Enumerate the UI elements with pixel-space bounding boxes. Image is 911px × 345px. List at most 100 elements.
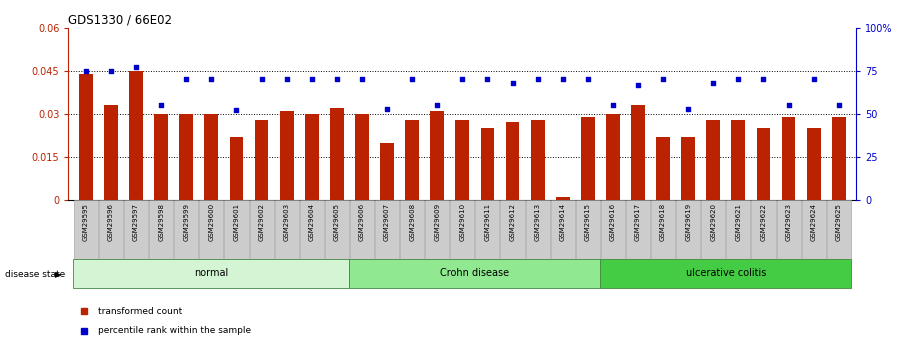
- Text: GSM29619: GSM29619: [685, 203, 691, 241]
- Point: [179, 77, 193, 82]
- Point: [280, 77, 294, 82]
- Point: [706, 80, 721, 86]
- Bar: [430, 111, 445, 200]
- FancyBboxPatch shape: [726, 200, 751, 259]
- Text: Crohn disease: Crohn disease: [440, 268, 509, 278]
- Point: [230, 108, 244, 113]
- Bar: [355, 114, 369, 200]
- FancyBboxPatch shape: [626, 200, 650, 259]
- Text: GSM29618: GSM29618: [660, 203, 666, 241]
- Point: [606, 102, 620, 108]
- Point: [154, 102, 169, 108]
- Bar: [104, 105, 118, 200]
- Bar: [756, 128, 771, 200]
- FancyBboxPatch shape: [476, 200, 499, 259]
- Bar: [581, 117, 595, 200]
- Text: GSM29609: GSM29609: [435, 203, 440, 241]
- Point: [832, 102, 846, 108]
- Text: transformed count: transformed count: [98, 307, 182, 316]
- Text: GSM29597: GSM29597: [133, 203, 139, 241]
- Text: GSM29615: GSM29615: [585, 203, 591, 241]
- Bar: [380, 142, 394, 200]
- Bar: [129, 71, 143, 200]
- Bar: [782, 117, 795, 200]
- Bar: [230, 137, 243, 200]
- Text: GSM29604: GSM29604: [309, 203, 315, 241]
- Text: GSM29611: GSM29611: [485, 203, 490, 241]
- FancyBboxPatch shape: [99, 200, 123, 259]
- Text: normal: normal: [194, 268, 229, 278]
- Point: [78, 68, 93, 73]
- Bar: [556, 197, 569, 200]
- FancyBboxPatch shape: [375, 200, 399, 259]
- Bar: [531, 120, 545, 200]
- Text: disease state: disease state: [5, 270, 65, 279]
- Text: GSM29614: GSM29614: [559, 203, 566, 241]
- Bar: [330, 108, 343, 200]
- Bar: [255, 120, 269, 200]
- Text: GSM29598: GSM29598: [159, 203, 164, 241]
- Point: [580, 77, 595, 82]
- Text: GSM29622: GSM29622: [761, 203, 766, 241]
- Text: GSM29613: GSM29613: [535, 203, 540, 241]
- Text: GSM29605: GSM29605: [333, 203, 340, 241]
- Point: [630, 82, 645, 87]
- Text: GSM29608: GSM29608: [409, 203, 415, 241]
- FancyBboxPatch shape: [450, 200, 475, 259]
- Text: ▶: ▶: [56, 270, 62, 279]
- Text: GSM29612: GSM29612: [509, 203, 516, 241]
- Point: [430, 102, 445, 108]
- FancyBboxPatch shape: [826, 200, 851, 259]
- Bar: [204, 114, 219, 200]
- Point: [732, 77, 746, 82]
- Text: GSM29606: GSM29606: [359, 203, 365, 241]
- Bar: [656, 137, 670, 200]
- Bar: [681, 137, 695, 200]
- Text: GSM29599: GSM29599: [183, 203, 189, 241]
- FancyBboxPatch shape: [550, 200, 575, 259]
- Point: [304, 77, 319, 82]
- Bar: [480, 128, 495, 200]
- FancyBboxPatch shape: [300, 200, 323, 259]
- FancyBboxPatch shape: [526, 200, 549, 259]
- FancyBboxPatch shape: [224, 200, 249, 259]
- Text: GSM29623: GSM29623: [785, 203, 792, 241]
- Text: GSM29596: GSM29596: [108, 203, 114, 241]
- Text: percentile rank within the sample: percentile rank within the sample: [98, 326, 251, 335]
- Point: [204, 77, 219, 82]
- Point: [681, 106, 695, 111]
- Text: ulcerative colitis: ulcerative colitis: [686, 268, 766, 278]
- Point: [756, 77, 771, 82]
- Text: GSM29602: GSM29602: [259, 203, 264, 241]
- Point: [128, 65, 143, 70]
- FancyBboxPatch shape: [149, 200, 173, 259]
- Bar: [179, 114, 193, 200]
- FancyBboxPatch shape: [200, 200, 223, 259]
- Point: [480, 77, 495, 82]
- FancyBboxPatch shape: [701, 200, 725, 259]
- Bar: [154, 114, 169, 200]
- Point: [556, 77, 570, 82]
- Bar: [807, 128, 821, 200]
- FancyBboxPatch shape: [325, 200, 349, 259]
- Bar: [506, 122, 519, 200]
- FancyBboxPatch shape: [350, 259, 600, 288]
- Point: [330, 77, 344, 82]
- Text: GSM29600: GSM29600: [209, 203, 214, 241]
- Text: GDS1330 / 66E02: GDS1330 / 66E02: [68, 13, 172, 27]
- FancyBboxPatch shape: [500, 200, 525, 259]
- Text: GSM29595: GSM29595: [83, 203, 89, 241]
- Point: [380, 106, 394, 111]
- Text: GSM29624: GSM29624: [811, 203, 816, 241]
- Bar: [631, 105, 645, 200]
- FancyBboxPatch shape: [74, 259, 350, 288]
- Text: GSM29601: GSM29601: [233, 203, 240, 241]
- FancyBboxPatch shape: [576, 200, 599, 259]
- Bar: [606, 114, 619, 200]
- Text: GSM29621: GSM29621: [735, 203, 742, 241]
- FancyBboxPatch shape: [274, 200, 299, 259]
- Text: GSM29607: GSM29607: [384, 203, 390, 241]
- Text: GSM29620: GSM29620: [711, 203, 716, 241]
- Bar: [405, 120, 419, 200]
- FancyBboxPatch shape: [174, 200, 199, 259]
